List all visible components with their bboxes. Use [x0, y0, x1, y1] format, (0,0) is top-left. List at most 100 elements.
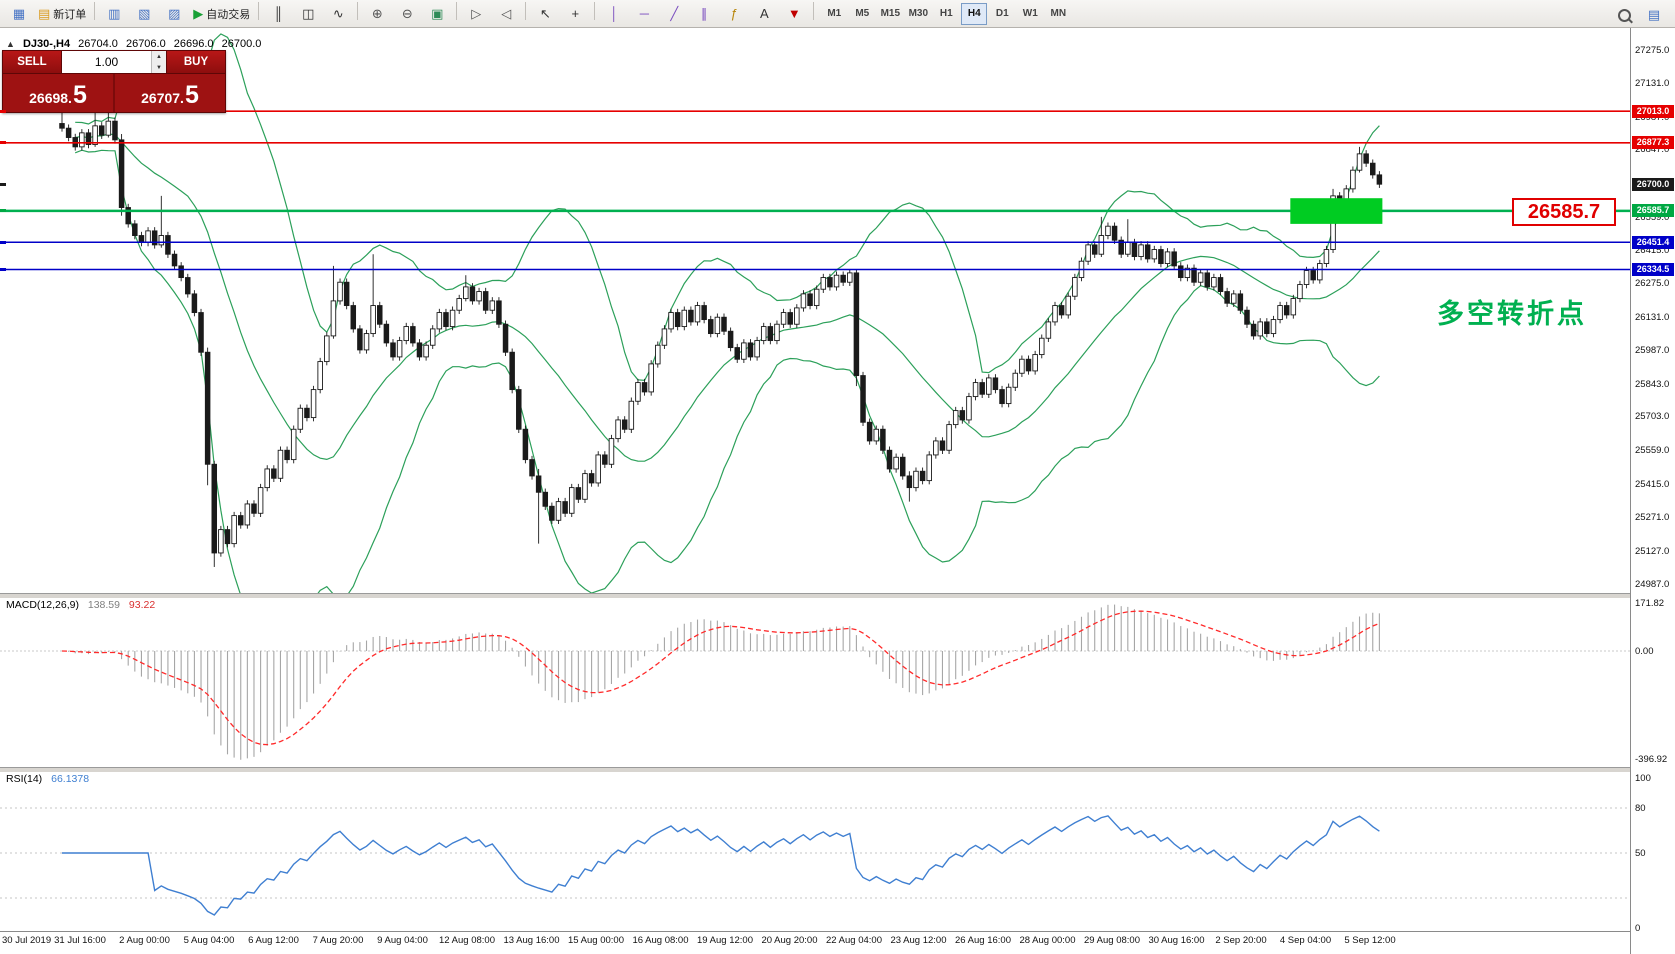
price-axis[interactable]: 27275.027131.026987.026847.026703.026559…: [1630, 28, 1675, 954]
volume-up-button[interactable]: ▲: [152, 51, 166, 62]
price-axis-label: 26131.0: [1635, 311, 1670, 323]
collapse-panel-icon[interactable]: ▲: [6, 39, 15, 49]
arrow-tool-icon: ▼: [787, 6, 801, 21]
one-click-trading-widget: SELL 1.00 ▲ ▼ BUY 26698. 5 26707. 5: [2, 50, 226, 113]
macd-axis-label: -396.92: [1635, 754, 1668, 766]
left-edge-marker: [0, 209, 6, 213]
bar-chart-icon: ║: [273, 6, 283, 21]
sell-price[interactable]: 26698. 5: [29, 81, 87, 109]
market-watch-icon[interactable]: ▥: [100, 2, 128, 26]
tile-windows-icon: ▣: [431, 5, 444, 21]
zoom-in-icon[interactable]: ⊕: [363, 2, 391, 26]
toolbar-separator: [594, 1, 596, 20]
navigator-icon: ▨: [168, 5, 181, 21]
time-axis-label: 20 Aug 20:00: [761, 935, 818, 946]
timeframe-mn-button[interactable]: MN: [1050, 8, 1067, 19]
cursor-icon[interactable]: ↖: [531, 2, 559, 26]
timeframe-m5-button[interactable]: M5: [855, 8, 870, 19]
time-axis[interactable]: 30 Jul 2019 31 Jul 16:00 2 Aug 00:00 5 Aug …: [0, 931, 1630, 954]
trendline-icon: ╱: [670, 5, 679, 21]
equidistant-channel-icon: ∥: [701, 5, 708, 21]
bar-open: 26704.0: [78, 38, 118, 50]
candlestick-chart-icon[interactable]: ◫: [294, 2, 322, 26]
price-axis-label: 25415.0: [1635, 478, 1670, 490]
toolbar-separator: [525, 1, 527, 20]
price-axis-label: 27275.0: [1635, 44, 1670, 56]
line-chart-icon[interactable]: ∿: [324, 2, 352, 26]
auto-scroll-icon: ▷: [471, 5, 482, 21]
macd-signal-value: 93.22: [128, 599, 156, 611]
timeframe-h1-button[interactable]: H1: [939, 8, 953, 19]
price-axis-label: 26847.0: [1635, 144, 1670, 156]
time-axis-label: 19 Aug 12:00: [697, 935, 753, 946]
rsi-axis-label: 0: [1635, 922, 1641, 934]
volume-field[interactable]: 1.00 ▲ ▼: [61, 51, 167, 73]
data-window-icon[interactable]: ▧: [130, 2, 158, 26]
timeframe-m1-button[interactable]: M1: [827, 8, 842, 19]
fibonacci-icon[interactable]: ƒ: [720, 2, 748, 26]
timeframe-h4-button[interactable]: H4: [961, 2, 988, 25]
bar-chart-icon[interactable]: ║: [264, 2, 292, 26]
equidistant-channel-icon[interactable]: ∥: [690, 2, 718, 26]
time-axis-label: 23 Aug 12:00: [890, 935, 947, 946]
timeframe-d1-button[interactable]: D1: [995, 8, 1009, 19]
price-tag-26451.4: 26451.4: [1632, 235, 1674, 249]
price-axis-label: 25127.0: [1635, 545, 1670, 557]
price-axis-label: 25703.0: [1635, 411, 1670, 423]
arrow-tool-icon[interactable]: ▼: [780, 2, 808, 26]
timeframe-m15-button[interactable]: M15: [880, 8, 901, 19]
price-tag-26585.7: 26585.7: [1632, 204, 1674, 218]
data-window-icon: ▧: [138, 5, 151, 21]
macd-axis-label: 171.82: [1635, 598, 1665, 610]
bar-low: 26696.0: [173, 38, 214, 50]
time-axis-label: 29 Aug 08:00: [1084, 935, 1140, 946]
price-tag-26877.3: 26877.3: [1632, 136, 1674, 150]
tile-windows-icon[interactable]: ▣: [423, 2, 451, 26]
cursor-icon: ↖: [539, 5, 551, 21]
panels-button[interactable]: ▤: [1647, 7, 1661, 22]
time-axis-label: 30 Jul 2019: [2, 935, 52, 946]
trendline-icon[interactable]: ╱: [660, 2, 688, 26]
time-axis-label: 6 Aug 12:00: [248, 935, 299, 946]
time-axis-label: 28 Aug 00:00: [1019, 935, 1076, 946]
volume-down-button[interactable]: ▼: [152, 62, 166, 73]
left-edge-marker: [0, 240, 6, 244]
rsi-axis-label: 80: [1635, 802, 1646, 814]
horizontal-line-icon[interactable]: ─: [630, 2, 658, 26]
new-chart-icon: ▦: [12, 5, 26, 21]
toolbar-separator: [94, 1, 96, 20]
price-axis-label: 26275.0: [1635, 277, 1670, 289]
chart-shift-icon[interactable]: ◁: [492, 2, 520, 26]
zoom-out-icon[interactable]: ⊖: [393, 2, 421, 26]
timeframe-w1-button[interactable]: W1: [1022, 8, 1038, 19]
crosshair-icon[interactable]: +: [561, 2, 589, 26]
auto-scroll-icon[interactable]: ▷: [462, 2, 490, 26]
rsi-name: RSI(14): [6, 773, 43, 785]
autotrade-button[interactable]: ▶ 自动交易: [190, 2, 253, 26]
sell-button[interactable]: SELL: [3, 51, 61, 73]
buy-button[interactable]: BUY: [167, 51, 225, 73]
rsi-axis-label: 50: [1635, 847, 1646, 859]
timeframe-m30-button[interactable]: M30: [908, 8, 929, 19]
navigator-icon[interactable]: ▨: [160, 2, 188, 26]
left-edge-marker: [0, 268, 6, 271]
text-tool-icon[interactable]: A: [750, 2, 778, 26]
buy-price[interactable]: 26707. 5: [141, 81, 199, 109]
macd-panel-divider[interactable]: [0, 593, 1630, 599]
price-tag-26334.5: 26334.5: [1632, 263, 1674, 276]
search-button[interactable]: [1610, 3, 1638, 27]
left-edge-marker: [0, 141, 6, 145]
time-axis-label: 12 Aug 08:00: [439, 935, 495, 946]
price-axis-label: 25559.0: [1635, 445, 1670, 456]
vertical-line-icon[interactable]: │: [600, 2, 628, 26]
macd-name: MACD(12,26,9): [6, 599, 79, 611]
zoom-out-icon: ⊖: [401, 5, 413, 21]
volume-value[interactable]: 1.00: [94, 55, 119, 69]
new-order-button[interactable]: ▤ 新订单: [35, 2, 89, 26]
new-chart-icon[interactable]: ▦: [5, 2, 33, 26]
time-axis-label: 2 Aug 00:00: [119, 935, 170, 946]
price-axis-label: 27131.0: [1635, 78, 1670, 90]
rsi-panel-divider[interactable]: [0, 767, 1630, 773]
